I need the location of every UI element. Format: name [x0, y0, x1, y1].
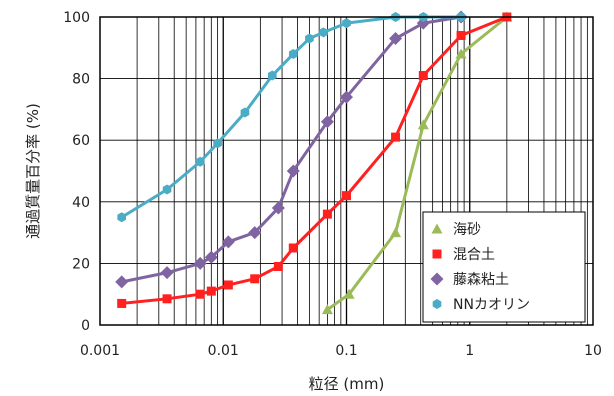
plot-area-border	[99, 16, 594, 326]
x-tick-label: 0.01	[208, 343, 239, 359]
legend-marker	[431, 223, 443, 234]
y-tick-label: 60	[72, 133, 90, 149]
legend-item: NNカオリン	[432, 297, 530, 313]
data-point	[321, 304, 333, 315]
data-point	[250, 274, 260, 284]
data-point	[320, 115, 334, 129]
x-tick-label: 10	[584, 343, 602, 359]
data-point	[288, 48, 298, 59]
data-point	[343, 288, 355, 299]
x-tick-label: 0.001	[80, 343, 120, 359]
legend-box	[422, 211, 586, 323]
data-point	[340, 90, 353, 104]
data-point	[455, 48, 467, 59]
data-point	[213, 138, 222, 149]
legend-marker	[432, 249, 442, 259]
series-2	[117, 12, 512, 308]
data-point	[273, 261, 283, 271]
data-point	[160, 266, 174, 280]
legend-marker	[430, 272, 444, 286]
y-tick-label: 40	[72, 195, 90, 211]
data-point	[390, 227, 402, 238]
data-point	[389, 32, 403, 46]
y-tick-label: 100	[63, 10, 90, 26]
data-point	[117, 298, 127, 308]
y-tick-label: 20	[72, 256, 90, 272]
data-point	[115, 275, 129, 289]
data-point	[418, 71, 428, 81]
data-point	[162, 294, 172, 304]
y-axis-title: 通過質量百分率 (%)	[24, 103, 42, 239]
legend-label: 混合土	[453, 247, 495, 263]
data-point	[271, 201, 285, 215]
data-point	[206, 286, 216, 296]
data-point	[342, 18, 351, 29]
data-point	[221, 235, 235, 249]
legend-label: NNカオリン	[453, 297, 530, 313]
data-point	[267, 70, 277, 81]
data-point	[248, 226, 262, 240]
legend-item: 海砂	[431, 222, 481, 238]
series-line	[120, 15, 462, 219]
series-4	[117, 12, 466, 223]
data-point	[417, 119, 429, 130]
data-point	[305, 33, 314, 44]
legend-label: 海砂	[453, 222, 481, 238]
data-point	[204, 250, 218, 264]
data-point	[286, 164, 300, 178]
data-point	[223, 280, 233, 290]
tick-labels: 0 20 40 60 80 100 0.001 0.01 0.1 1 10	[63, 10, 602, 359]
data-point	[342, 191, 351, 201]
data-point	[319, 27, 328, 38]
data-point	[195, 156, 205, 167]
data-point	[288, 243, 298, 253]
data-point	[193, 256, 207, 270]
legend-label: 藤森粘土	[453, 272, 509, 288]
y-tick-label: 80	[72, 72, 90, 88]
data-point	[456, 30, 466, 40]
legend-item: 藤森粘土	[430, 272, 509, 288]
data-point	[240, 107, 250, 118]
y-tick-label: 0	[81, 318, 90, 334]
data-point	[391, 132, 401, 142]
data-point	[162, 184, 172, 195]
legend-marker	[432, 299, 442, 309]
series-3	[115, 10, 468, 289]
x-axis-title: 粒径 (mm)	[309, 375, 385, 393]
x-tick-label: 0.1	[335, 343, 357, 359]
data-point	[322, 209, 332, 219]
legend-item: 混合土	[432, 247, 495, 263]
data-point	[117, 212, 127, 223]
data-point	[195, 289, 205, 299]
series-layer	[115, 10, 513, 315]
x-tick-label: 1	[465, 343, 474, 359]
